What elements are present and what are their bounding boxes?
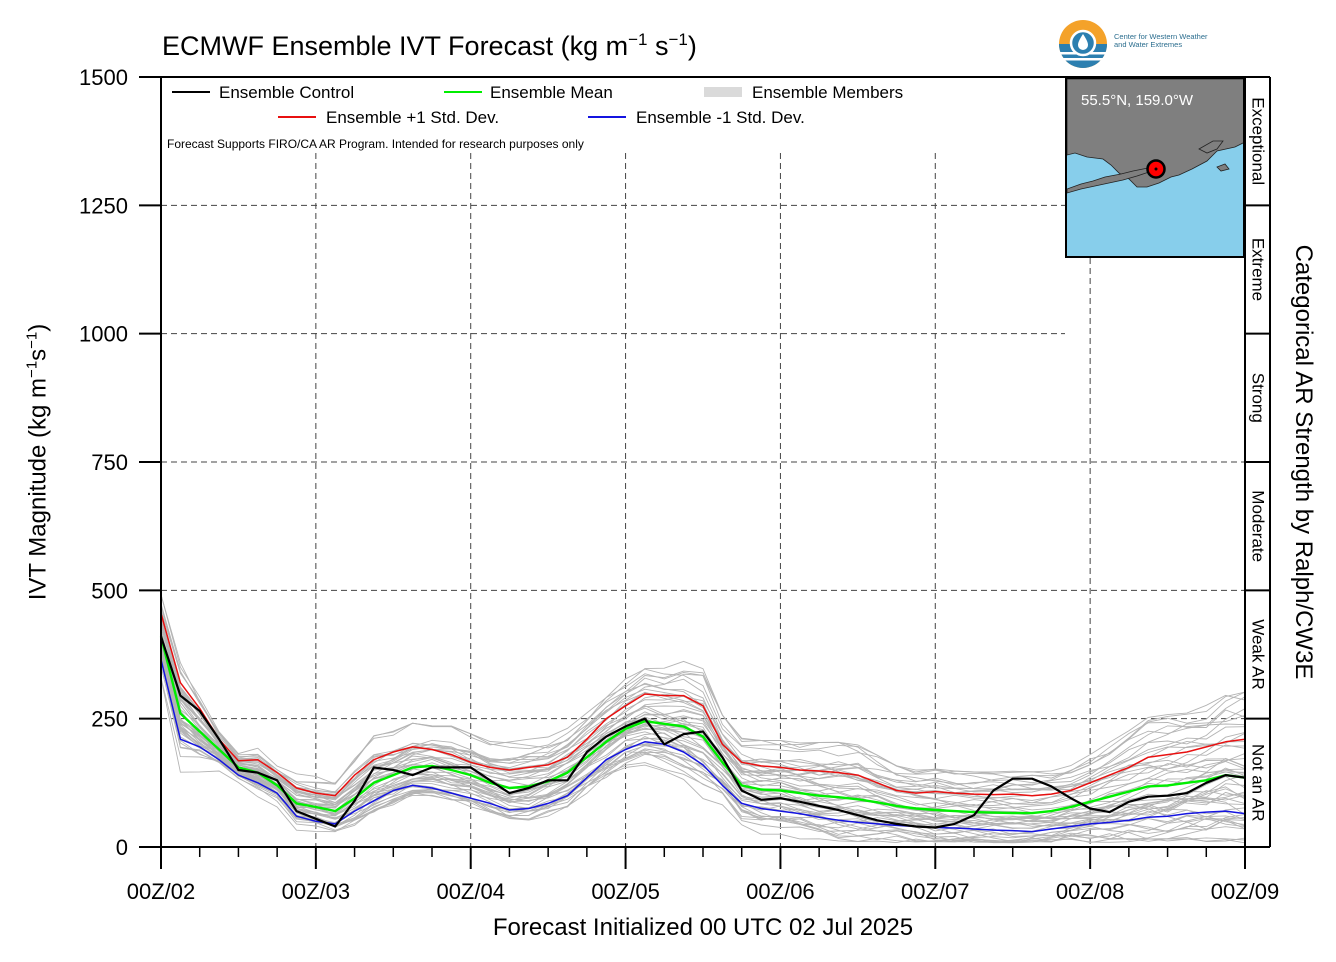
x-tick-label: 00Z/08: [1056, 879, 1125, 904]
ensemble-member-line: [160, 655, 1246, 833]
control-line: [159, 636, 1246, 829]
y-tick-label: 1000: [79, 322, 128, 347]
water-drop-logo-icon: [1059, 20, 1107, 68]
x-tick-label: 00Z/04: [436, 879, 505, 904]
category-label: Strong: [1248, 373, 1267, 423]
ensemble-member-line: [160, 650, 1246, 844]
y-tick-label: 500: [91, 578, 128, 603]
cw3e-logo: Center for Western Weather and Water Ext…: [1058, 18, 1258, 72]
logo-text: Center for Western Weather and Water Ext…: [1114, 32, 1208, 49]
y-tick-label: 0: [116, 835, 128, 860]
ensemble-member-line: [160, 647, 1246, 844]
ensemble-member-line: [160, 594, 1246, 785]
mean-line: [159, 636, 1246, 815]
x-tick-label: 00Z/03: [282, 879, 351, 904]
x-axis-label: Forecast Initialized 00 UTC 02 Jul 2025: [492, 914, 914, 941]
category-label: Weak AR: [1249, 619, 1268, 690]
chart-title: ECMWF Ensemble IVT Forecast (kg m−1 s−1): [162, 30, 697, 61]
category-label: Exceptional: [1249, 97, 1268, 185]
y-axis-label: IVT Magnitude (kg m−1s−1): [23, 323, 52, 601]
y-tick-label: 1250: [79, 193, 128, 218]
category-label: Extreme: [1249, 238, 1268, 301]
location-label: 55.5°N, 159.0°W: [1081, 92, 1194, 109]
ensemble-member-line: [160, 631, 1246, 827]
category-label: Moderate: [1249, 490, 1268, 562]
x-tick-label: 00Z/05: [591, 879, 660, 904]
ensemble-member-line: [160, 641, 1246, 806]
disclaimer-text: Forecast Supports FIRO/CA AR Program. In…: [167, 137, 584, 151]
legend-members-label: Ensemble Members: [752, 83, 903, 102]
legend-minus-std-label: Ensemble -1 Std. Dev.: [636, 108, 805, 127]
right-axis-label: Categorical AR Strength by Ralph/CW3E: [1290, 244, 1317, 680]
ensemble-member-line: [160, 658, 1246, 844]
ensemble-member-line: [160, 606, 1246, 785]
ensemble-member-line: [160, 619, 1246, 800]
x-tick-label: 00Z/09: [1211, 879, 1280, 904]
legend-control-label: Ensemble Control: [219, 83, 354, 102]
ensemble-member-line: [160, 620, 1246, 804]
ensemble-member-line: [160, 660, 1246, 831]
y-tick-label: 250: [91, 707, 128, 732]
x-tick-label: 00Z/02: [127, 879, 196, 904]
legend-plus-std-label: Ensemble +1 Std. Dev.: [326, 108, 499, 127]
ensemble-member-line: [160, 624, 1246, 829]
ensemble-member-line: [160, 648, 1246, 836]
location-map: 55.5°N, 159.0°W: [1065, 77, 1245, 258]
ensemble-member-line: [160, 642, 1246, 815]
plus-std-line: [160, 613, 1246, 797]
ensemble-member-line: [160, 603, 1246, 793]
map-land: [1067, 79, 1243, 194]
y-tick-label: 750: [91, 450, 128, 475]
category-label: Not an AR: [1248, 744, 1267, 822]
x-tick-label: 00Z/06: [746, 879, 815, 904]
ensemble-member-line: [160, 615, 1246, 821]
legend-mean-label: Ensemble Mean: [490, 83, 613, 102]
x-tick-label: 00Z/07: [901, 879, 970, 904]
y-tick-label: 1500: [79, 65, 128, 90]
ensemble-member-line: [160, 629, 1246, 824]
